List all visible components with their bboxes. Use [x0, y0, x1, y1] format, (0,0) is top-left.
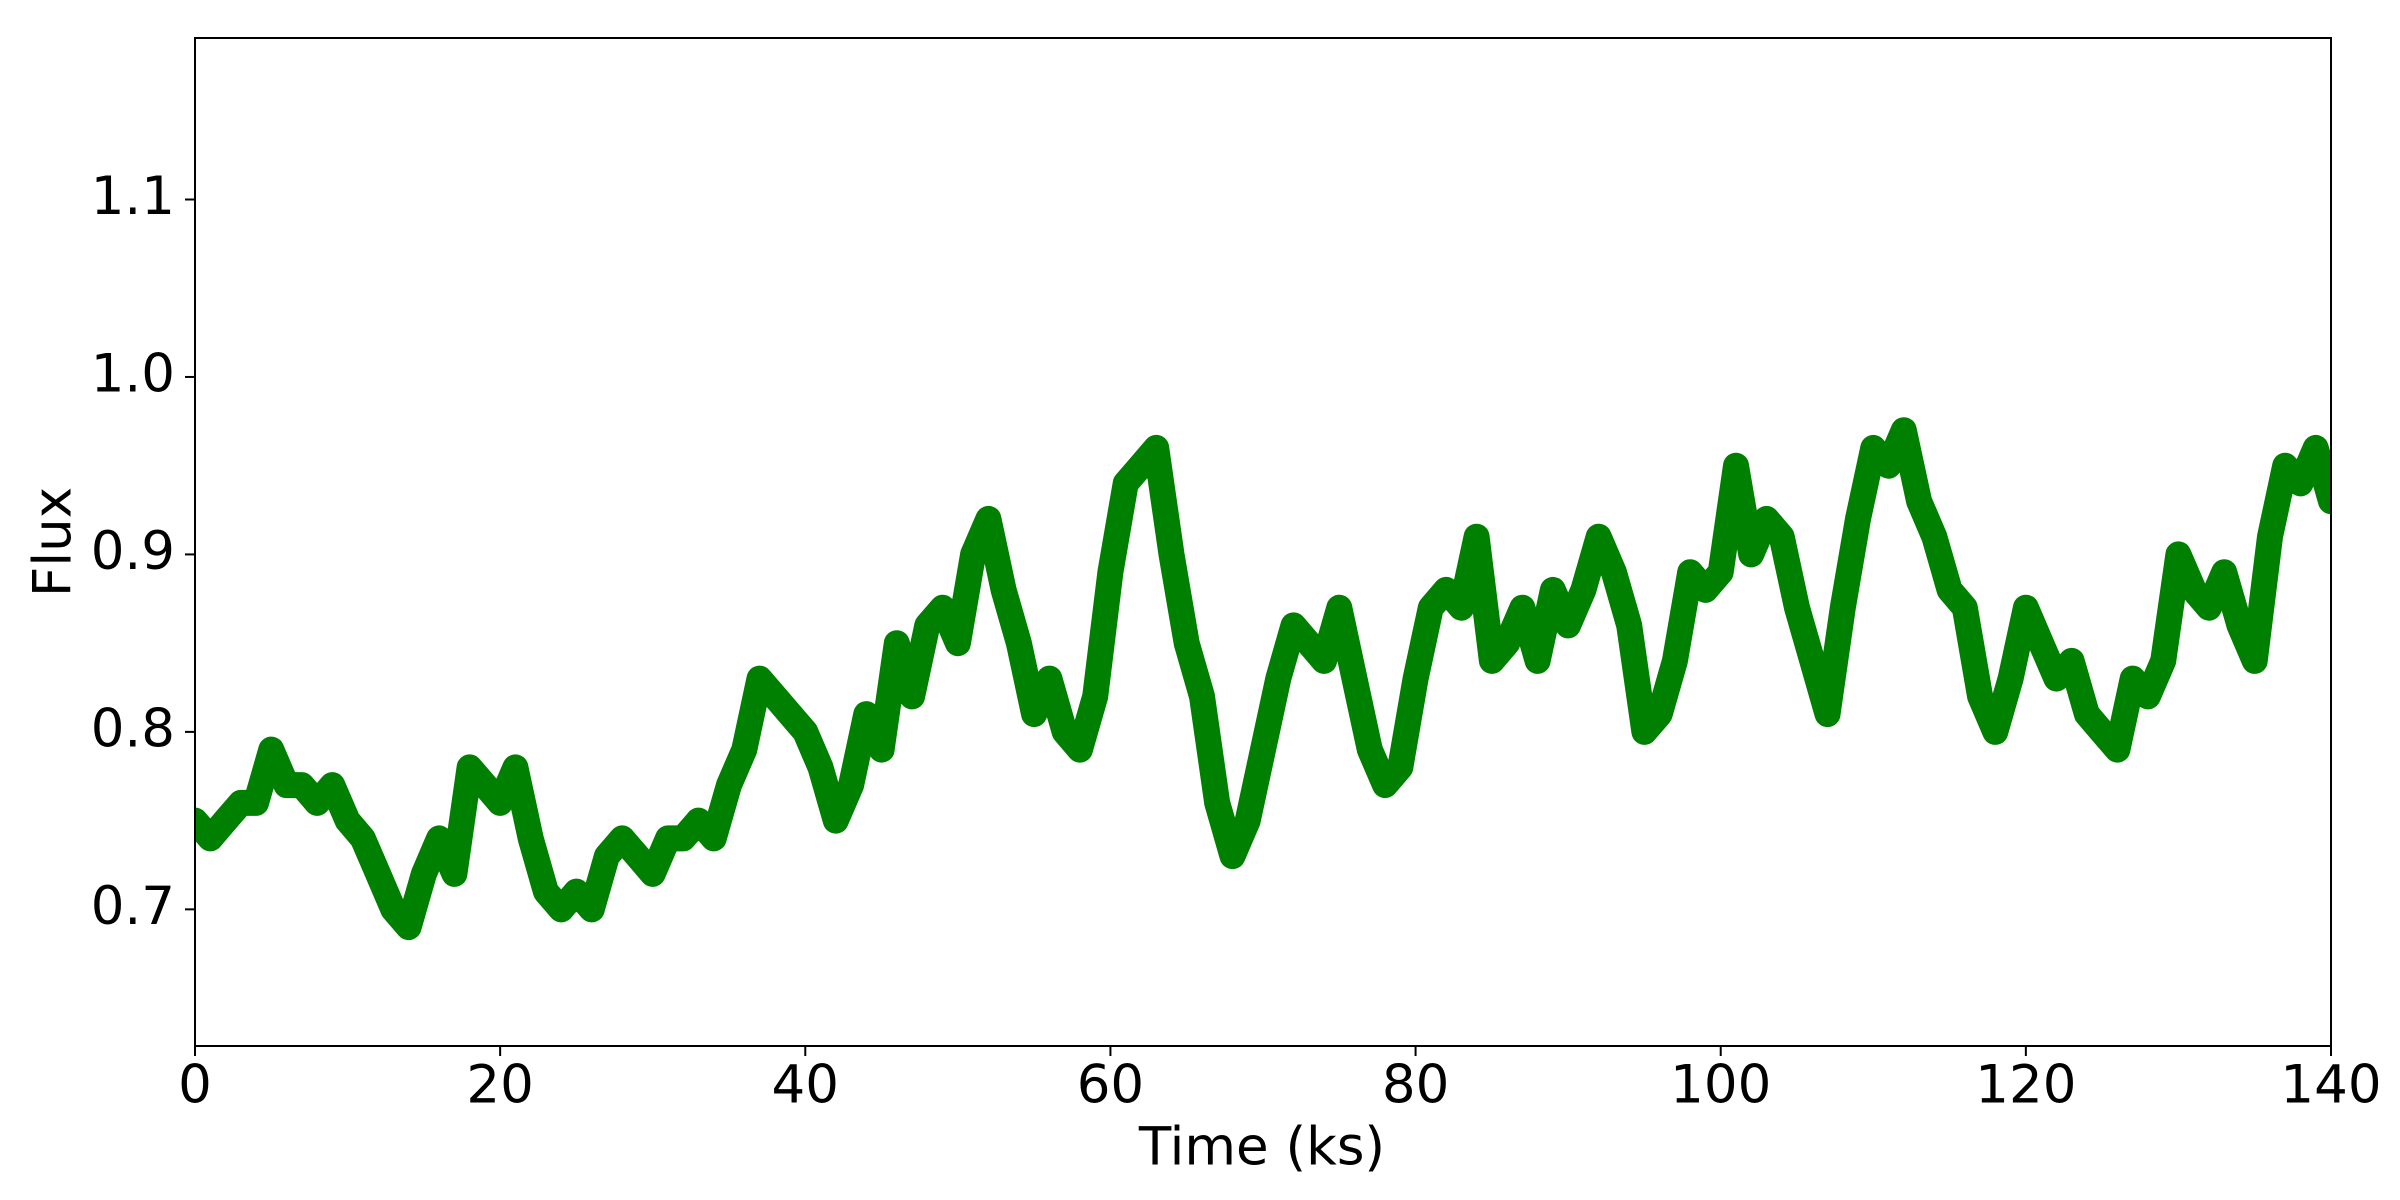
- y-tick-label: 0.8: [91, 699, 175, 760]
- y-tick-label: 1.0: [91, 344, 175, 405]
- data-line: [195, 417, 2331, 941]
- x-tick-label: 40: [772, 1055, 839, 1116]
- x-tick-label: 60: [1077, 1055, 1144, 1116]
- x-axis-label: Time (ks): [1138, 1117, 1385, 1178]
- x-tick-label: 20: [466, 1055, 533, 1116]
- x-tick-label: 0: [178, 1055, 212, 1116]
- x-tick-label: 140: [2280, 1055, 2381, 1116]
- plot-frame: [194, 37, 2332, 1047]
- x-tick-label: 120: [1975, 1055, 2076, 1116]
- y-tick-label: 0.9: [91, 521, 175, 582]
- y-axis-label: Flux: [23, 487, 84, 597]
- x-tick-label: 80: [1382, 1055, 1449, 1116]
- x-tick-label: 100: [1670, 1055, 1771, 1116]
- y-tick-label: 0.7: [91, 876, 175, 937]
- y-tick-label: 1.1: [91, 166, 175, 227]
